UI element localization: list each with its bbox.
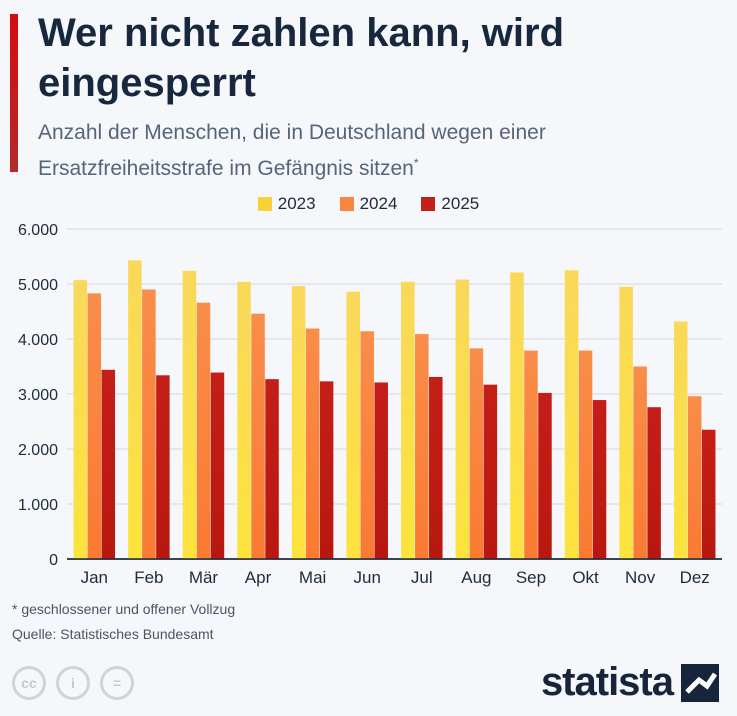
statista-mark-icon [681,663,719,702]
bar-2024-Jun [360,331,374,559]
bar-2024-Apr [251,313,265,559]
bar-2024-Jan [87,293,102,559]
y-tick-label: 5.000 [18,277,58,294]
x-tick-label: Jul [411,568,433,587]
bar-2023-Jul [401,281,415,559]
legend-swatch-2025 [421,197,436,211]
x-tick-label: Aug [461,568,491,587]
y-tick-label: 2.000 [18,442,58,459]
nd-icon[interactable]: = [100,666,134,700]
bar-2025-Dez [701,429,716,559]
bar-2025-Aug [483,384,498,559]
cc-icon[interactable]: cc [12,666,46,700]
bar-2024-Aug [469,348,484,559]
bar-2023-Jun [346,291,360,559]
bar-2024-Dez [687,396,702,559]
bar-2024-Feb [142,289,156,559]
legend-item-2023: 2023 [257,194,316,214]
footnote: * geschlossener und offener Vollzug [12,601,236,617]
by-icon[interactable]: i [56,666,90,700]
x-tick-label: Dez [680,568,710,587]
bar-2023-Nov [619,286,633,559]
x-tick-label: Feb [134,568,163,587]
bar-2025-Apr [265,379,279,559]
legend-item-2025: 2025 [421,194,479,214]
subtitle-text: Anzahl der Menschen, die in Deutschland … [38,121,546,180]
x-tick-label: Jan [81,568,108,587]
bar-2024-Sep [524,350,538,559]
page-title: Wer nicht zahlen kann, wird eingesperrt [38,11,565,105]
legend-item-2024: 2024 [339,194,398,214]
bar-2023-Sep [510,272,524,559]
subtitle-footnote-mark: * [413,156,419,170]
y-tick-label: 4.000 [18,332,58,349]
bar-2025-Jun [374,382,388,559]
bar-2024-Jul [415,334,429,559]
bar-2023-Okt [564,270,579,559]
statista-wordmark: statista [540,660,674,704]
bar-2025-Jul [429,376,443,559]
legend: 2023 2024 2025 [0,194,737,214]
y-tick-label: 0 [49,552,58,569]
bar-2024-Okt [578,350,593,559]
accent-bar [10,14,18,172]
bar-2023-Apr [237,281,251,559]
legend-label-2025: 2025 [441,194,480,213]
bar-2025-Okt [592,400,607,559]
y-tick-label: 3.000 [18,387,58,404]
x-tick-label: Mai [299,568,326,587]
x-tick-label: Apr [245,568,272,587]
legend-label-2023: 2023 [277,194,316,213]
bar-2025-Mär [210,372,225,559]
x-tick-label: Jun [353,568,380,587]
x-tick-label: Mär [189,568,219,587]
bar-2024-Mai [305,328,320,559]
statista-logo[interactable]: statista [541,660,719,705]
x-tick-label: Nov [625,568,656,587]
legend-swatch-2024 [339,197,354,211]
bar-2023-Dez [673,321,688,559]
bar-2024-Nov [633,366,647,559]
legend-swatch-2023 [257,197,272,211]
bar-2025-Jan [101,369,116,559]
y-tick-label: 1.000 [18,497,58,514]
bar-chart: 0 1.000 2.000 3.000 4.000 5.000 6.000 Jan Feb Mär… [18,222,722,587]
source-note: Quelle: Statistisches Bundesamt [12,626,214,642]
legend-label-2024: 2024 [359,194,398,213]
bar-2023-Mai [291,286,306,559]
license-icons: cc i = [12,666,134,700]
bar-2024-Mär [196,302,211,559]
x-tick-label: Sep [516,568,546,587]
bar-2025-Nov [647,407,661,559]
bar-2025-Sep [538,392,552,559]
x-tick-label: Okt [572,568,599,587]
bar-2023-Jan [73,280,88,559]
y-tick-label: 6.000 [18,222,58,239]
bar-2023-Mär [182,270,197,559]
bar-2025-Mai [319,381,334,559]
bar-2023-Aug [455,279,470,559]
bar-2023-Feb [128,260,142,559]
subtitle: Anzahl der Menschen, die in Deutschland … [38,118,728,184]
bar-2025-Feb [156,375,170,559]
